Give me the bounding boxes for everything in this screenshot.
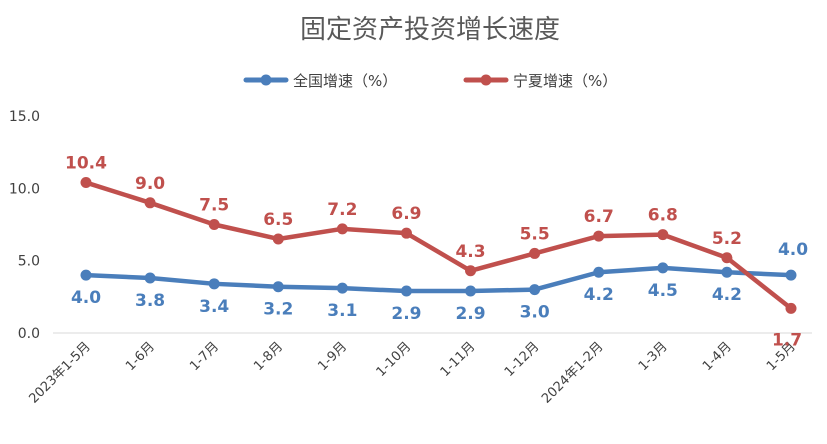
x-tick-label: 1-6月 xyxy=(123,339,158,374)
data-point-ningxia xyxy=(80,177,92,189)
y-tick-label: 15.0 xyxy=(9,109,40,125)
x-tick-label: 1-8月 xyxy=(251,339,286,374)
data-label-national: 3.2 xyxy=(263,300,293,320)
data-point-national xyxy=(144,272,156,284)
data-labels-layer: 4.0 3.8 3.4 3.2 3.1 2.9 2.9 3.0 4.2 4.5 4.2 4.0 10.4… xyxy=(65,154,808,351)
data-label-national: 4.2 xyxy=(712,285,742,305)
legend-item-national: 全国增速（%） xyxy=(243,72,397,90)
legend-marker-ningxia xyxy=(480,74,492,86)
data-label-national: 4.0 xyxy=(71,288,101,308)
y-axis: 0.0 5.0 10.0 15.0 xyxy=(9,109,40,342)
data-point-national xyxy=(529,284,541,296)
data-point-ningxia xyxy=(785,302,797,314)
data-point-national xyxy=(272,281,284,293)
data-point-national xyxy=(208,278,220,290)
data-point-ningxia xyxy=(272,233,284,245)
x-tick-label: 1-11月 xyxy=(438,339,479,380)
data-point-national xyxy=(400,285,412,297)
series-line-ningxia xyxy=(83,180,794,311)
data-point-national xyxy=(80,269,92,281)
data-label-national: 4.5 xyxy=(648,281,678,301)
data-point-ningxia xyxy=(593,230,605,242)
data-label-national: 3.0 xyxy=(520,303,550,323)
data-label-ningxia: 7.5 xyxy=(199,196,229,216)
series-layer xyxy=(80,177,797,314)
legend-marker-national xyxy=(260,74,272,86)
data-label-ningxia: 9.0 xyxy=(135,174,165,194)
x-tick-label: 1-7月 xyxy=(187,339,222,374)
x-tick-label: 1-9月 xyxy=(315,339,350,374)
data-label-ningxia: 6.9 xyxy=(391,204,421,224)
data-point-ningxia xyxy=(657,229,669,241)
x-tick-label: 1-12月 xyxy=(502,339,543,380)
data-point-ningxia xyxy=(721,252,733,264)
x-axis: 2023年1-5月 1-6月 1-7月 1-8月 1-9月 1-10月 1-11月 1-12月… xyxy=(26,332,812,407)
data-point-national xyxy=(465,285,477,297)
data-point-ningxia xyxy=(144,197,156,209)
data-label-national: 4.0 xyxy=(778,240,808,260)
y-tick-label: 0.0 xyxy=(18,326,40,342)
chart-title: 固定资产投资增长速度 xyxy=(300,15,560,45)
data-label-ningxia: 10.4 xyxy=(65,154,107,174)
x-tick-label: 1-3月 xyxy=(636,339,671,374)
data-point-national xyxy=(785,269,797,281)
data-label-ningxia: 6.7 xyxy=(584,207,614,227)
legend-label-national: 全国增速（%） xyxy=(293,72,397,90)
legend: 全国增速（%） 宁夏增速（%） xyxy=(243,72,617,90)
data-label-ningxia: 5.2 xyxy=(712,229,742,249)
legend-label-ningxia: 宁夏增速（%） xyxy=(513,72,617,90)
data-point-ningxia xyxy=(400,227,412,239)
data-label-ningxia: 6.5 xyxy=(263,210,293,230)
data-point-ningxia xyxy=(208,219,220,230)
series-line-national xyxy=(83,265,794,294)
data-point-ningxia xyxy=(529,247,541,259)
x-tick-label: 1-4月 xyxy=(700,339,735,374)
y-tick-label: 5.0 xyxy=(18,254,40,270)
data-label-national: 2.9 xyxy=(455,304,485,324)
x-tick-label: 2024年1-2月 xyxy=(539,339,606,406)
x-tick-label: 1-10月 xyxy=(374,339,415,380)
data-label-ningxia: 4.3 xyxy=(455,242,485,262)
data-point-national xyxy=(721,266,733,278)
data-label-ningxia: 6.8 xyxy=(648,206,678,226)
legend-item-ningxia: 宁夏增速（%） xyxy=(463,72,617,90)
y-tick-label: 10.0 xyxy=(9,181,40,197)
data-point-national xyxy=(593,266,605,278)
data-label-national: 2.9 xyxy=(391,304,421,324)
data-label-ningxia: 5.5 xyxy=(520,224,550,244)
data-label-national: 3.8 xyxy=(135,291,165,311)
data-label-national: 4.2 xyxy=(584,285,614,305)
data-label-ningxia: 7.2 xyxy=(327,200,357,220)
data-point-ningxia xyxy=(465,265,477,277)
data-point-national xyxy=(657,262,669,274)
data-label-ningxia: 1.7 xyxy=(772,330,802,350)
data-point-ningxia xyxy=(336,223,348,235)
data-label-national: 3.1 xyxy=(327,301,357,321)
data-label-national: 3.4 xyxy=(199,297,229,317)
x-tick-label: 2023年1-5月 xyxy=(26,339,93,406)
data-point-national xyxy=(336,282,348,294)
